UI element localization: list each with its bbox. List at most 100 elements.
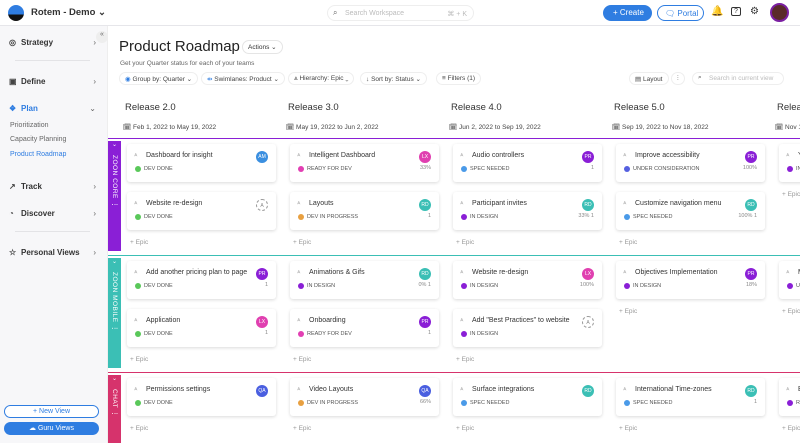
add-epic-button[interactable]: + Epic bbox=[782, 191, 800, 198]
workspace-search[interactable]: ⌕ Search Workspace ⌘ + K bbox=[327, 5, 474, 21]
epic-card[interactable]: ⩓ Permissions settings DEV DONE QA bbox=[127, 378, 276, 416]
assignee-avatar[interactable]: QA bbox=[419, 385, 431, 397]
settings-sliders-icon[interactable]: ⫶ bbox=[671, 72, 685, 85]
assignee-avatar[interactable]: RD bbox=[745, 199, 757, 211]
assignee-avatar[interactable]: PR bbox=[419, 316, 431, 328]
filters-button[interactable]: ≡ Filters (1) bbox=[436, 72, 482, 85]
epic-card[interactable]: ⩓ Customize navigation menu SPEC NEEDED RD 1… bbox=[616, 192, 765, 230]
add-epic-button[interactable]: + Epic bbox=[782, 308, 800, 315]
assignee-avatar[interactable]: LX bbox=[419, 151, 431, 163]
add-epic-button[interactable]: + Epic bbox=[293, 239, 312, 246]
add-epic-button[interactable]: + Epic bbox=[456, 239, 475, 246]
add-epic-button[interactable]: + Epic bbox=[456, 425, 475, 432]
chevron-down-icon[interactable]: ⌄ bbox=[111, 259, 118, 265]
swimlanes-dropdown[interactable]: ⇹ Swimlanes: Product ⌄ bbox=[201, 72, 285, 85]
epic-card[interactable]: ⩓ International Time-zones SPEC NEEDED RD 1 bbox=[616, 378, 765, 416]
collapse-sidebar-icon[interactable]: « bbox=[96, 31, 108, 43]
epic-card[interactable]: ⩓ Website re-design IN DESIGN LX 100% bbox=[453, 261, 602, 299]
chevron-down-icon[interactable]: ⌄ bbox=[111, 376, 118, 382]
epic-icon: ⩓ bbox=[623, 386, 627, 392]
assignee-avatar[interactable]: PR bbox=[745, 151, 757, 163]
swimlane-band[interactable]: ⌄ ZOON MOBILE ⋮ bbox=[108, 258, 121, 368]
add-epic-button[interactable]: + Epic bbox=[130, 356, 149, 363]
epic-card[interactable]: ⩓ Application DEV DONE LX 1 bbox=[127, 309, 276, 347]
assignee-avatar[interactable]: RD bbox=[582, 385, 594, 397]
epic-card[interactable]: ⩓ Surface integrations SPEC NEEDED RD bbox=[453, 378, 602, 416]
assignee-avatar[interactable]: AM bbox=[256, 151, 268, 163]
user-avatar[interactable] bbox=[770, 3, 789, 22]
swimlane-band[interactable]: ⌄ CHAT ⋮ bbox=[108, 375, 121, 443]
epic-card[interactable]: ⩓ Dashboard for insight DEV DONE AM bbox=[127, 144, 276, 182]
add-epic-button[interactable]: + Epic bbox=[619, 425, 638, 432]
epic-card[interactable]: ⩓ Audio controllers SPEC NEEDED PR 1 bbox=[453, 144, 602, 182]
epic-card[interactable]: ⩓ M UN bbox=[779, 261, 800, 299]
layout-button[interactable]: ▤ Layout bbox=[629, 72, 669, 85]
portal-button[interactable]: 🗨 Portal bbox=[657, 5, 704, 21]
epic-card[interactable]: ⩓ Participant invites IN DESIGN RD 33% 1 bbox=[453, 192, 602, 230]
assignee-avatar[interactable]: PR bbox=[582, 151, 594, 163]
assignee-avatar[interactable]: RD bbox=[419, 199, 431, 211]
assignee-avatar[interactable]: QA bbox=[256, 385, 268, 397]
progress-meta: 1 bbox=[753, 399, 757, 405]
assignee-avatar[interactable]: LX bbox=[256, 316, 268, 328]
assignee-avatar[interactable]: LX bbox=[582, 268, 594, 280]
epic-name: Surface integrations bbox=[472, 386, 535, 393]
epic-card[interactable]: ⩓ Improve accessibility UNDER CONSIDERATIO… bbox=[616, 144, 765, 182]
assignee-avatar[interactable]: RD bbox=[745, 385, 757, 397]
sidebar-item-define[interactable]: ▣ Define › bbox=[9, 77, 99, 86]
epic-card[interactable]: ⩓ B RE bbox=[779, 378, 800, 416]
sidebar-item-capacity-planning[interactable]: Capacity Planning bbox=[10, 136, 67, 143]
rocket-icon[interactable]: 🔔 bbox=[711, 6, 724, 17]
guru-views-button[interactable]: ☁ Guru Views bbox=[4, 422, 99, 435]
assignee-avatar[interactable]: PR bbox=[256, 268, 268, 280]
add-epic-button[interactable]: + Epic bbox=[456, 356, 475, 363]
add-epic-button[interactable]: + Epic bbox=[130, 425, 149, 432]
sidebar-item-discover[interactable]: ◔ Discover › bbox=[9, 209, 99, 218]
group-by-dropdown[interactable]: ◉ Group by: Quarter ⌄ bbox=[119, 72, 199, 85]
search-current-view-input[interactable]: ⌕ Search in current view bbox=[692, 72, 784, 85]
assignee-avatar[interactable]: RD bbox=[419, 268, 431, 280]
sidebar-item-strategy[interactable]: ◎ Strategy › bbox=[9, 38, 99, 47]
epic-icon: ⩓ bbox=[460, 152, 464, 158]
add-epic-button[interactable]: + Epic bbox=[293, 356, 312, 363]
epic-card[interactable]: ⩓ Animations & Gifs IN DESIGN RD 0% 1 bbox=[290, 261, 439, 299]
workspace-logo[interactable] bbox=[8, 5, 24, 21]
shortcut-hint: ⌘ + K bbox=[447, 11, 467, 18]
chevron-down-icon[interactable]: ⌄ bbox=[111, 142, 118, 148]
add-epic-button[interactable]: + Epic bbox=[619, 308, 638, 315]
assignee-avatar[interactable]: A bbox=[582, 316, 594, 328]
sidebar-item-plan[interactable]: ❖ Plan ⌄ bbox=[9, 104, 99, 113]
add-epic-button[interactable]: + Epic bbox=[130, 239, 149, 246]
swimlane-band[interactable]: ⌄ ZOON CORE ⋮ bbox=[108, 141, 121, 251]
help-icon[interactable]: ? bbox=[731, 7, 741, 16]
status-label: RE bbox=[796, 400, 800, 406]
actions-label: Actions bbox=[248, 44, 270, 51]
hierarchy-dropdown[interactable]: ⩓ Hierarchy: Epic ⌄ bbox=[288, 72, 355, 85]
epic-card[interactable]: ⩓ Objectives Implementation IN DESIGN PR 18% bbox=[616, 261, 765, 299]
assignee-avatar[interactable]: A bbox=[256, 199, 268, 211]
sort-dropdown[interactable]: ↓ Sort by: Status ⌄ bbox=[360, 72, 427, 85]
add-epic-button[interactable]: + Epic bbox=[293, 425, 312, 432]
gear-icon[interactable]: ⚙ bbox=[750, 6, 759, 17]
epic-card[interactable]: ⩓ Y IN bbox=[779, 144, 800, 182]
epic-card[interactable]: ⩓ Video Layouts DEV IN PROGRESS QA 66% bbox=[290, 378, 439, 416]
epic-card[interactable]: ⩓ Add another pricing plan to page DEV DON… bbox=[127, 261, 276, 299]
sidebar-item-track[interactable]: ↗ Track › bbox=[9, 182, 99, 191]
new-view-button[interactable]: + New View bbox=[4, 405, 99, 418]
actions-dropdown[interactable]: Actions ⌄ bbox=[242, 40, 283, 54]
add-epic-button[interactable]: + Epic bbox=[782, 425, 800, 432]
epic-card[interactable]: ⩓ Layouts DEV IN PROGRESS RD 1 bbox=[290, 192, 439, 230]
add-epic-button[interactable]: + Epic bbox=[619, 239, 638, 246]
assignee-avatar[interactable]: PR bbox=[745, 268, 757, 280]
workspace-switcher[interactable]: Rotem - Demo ⌄ bbox=[31, 7, 106, 18]
guru-icon: ☁ bbox=[28, 425, 36, 432]
epic-card[interactable]: ⩓ Intelligent Dashboard READY FOR DEV LX 33% bbox=[290, 144, 439, 182]
assignee-avatar[interactable]: RD bbox=[582, 199, 594, 211]
create-button[interactable]: + Create bbox=[603, 5, 652, 21]
sidebar-item-prioritization[interactable]: Prioritization bbox=[10, 122, 49, 129]
sidebar-item-personal-views[interactable]: ☆ Personal Views › bbox=[9, 248, 99, 257]
epic-card[interactable]: ⩓ Website re-design DEV DONE A bbox=[127, 192, 276, 230]
sidebar-item-product-roadmap[interactable]: Product Roadmap bbox=[10, 151, 67, 158]
epic-card[interactable]: ⩓ Onboarding READY FOR DEV PR 1 bbox=[290, 309, 439, 347]
epic-card[interactable]: ⩓ Add "Best Practices" to website IN DESIG… bbox=[453, 309, 602, 347]
